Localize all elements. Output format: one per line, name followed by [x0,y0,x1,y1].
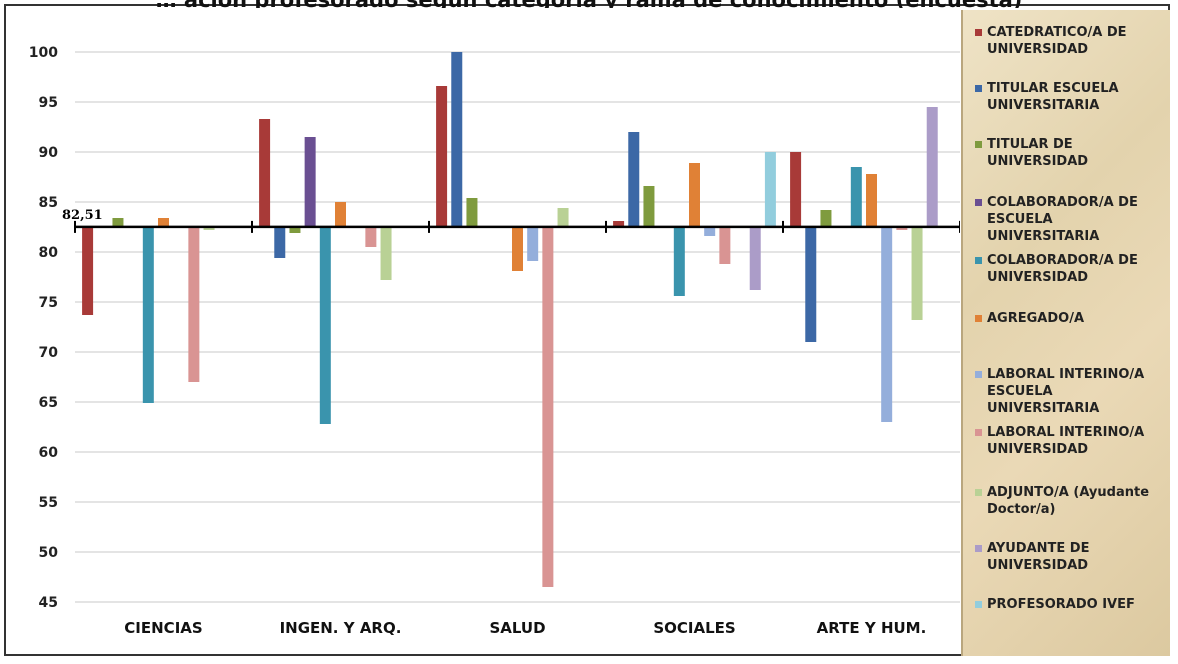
bar [259,119,271,227]
bar [557,208,569,227]
bar [82,226,94,315]
y-tick-label: 90 [39,145,59,161]
y-tick-label: 70 [39,345,59,361]
legend-label: TITULAR DE UNIVERSIDAD [987,137,1089,169]
x-category-label: CIENCIAS [124,619,202,637]
bar [673,226,685,296]
bar [704,226,716,236]
legend-swatch [975,489,982,496]
bar [689,163,700,227]
legend-label: AGREGADO/A [987,311,1085,326]
bar [613,221,625,227]
bar [380,226,392,280]
legend-swatch [975,29,982,36]
y-tick-label: 95 [39,95,58,111]
bar [911,226,923,320]
bar [451,52,463,227]
legend-swatch [975,315,982,322]
bar [805,226,817,342]
y-tick-label: 60 [39,445,59,461]
y-tick-label: 65 [39,395,58,411]
bar [365,226,377,247]
bar [764,152,776,227]
legend: CATEDRATICO/A DE UNIVERSIDAD TITULAR ESCU… [961,10,1170,656]
legend-label: AYUDANTE DE UNIVERSIDAD [987,541,1090,573]
bars [82,52,938,587]
bar [142,226,154,403]
bar [436,86,448,227]
legend-label: COLABORADOR/A DE ESCUELA UNIVERSITARIA [987,195,1138,244]
bar [881,226,893,422]
chart-title: … ación profesorado según categoría y ra… [0,0,1178,8]
bar [512,226,523,271]
y-axis-ticks: 45 50 55 60 65 70 75 80 85 90 95 100 [29,45,58,611]
legend-label: CATEDRATICO/A DE UNIVERSIDAD [987,25,1127,57]
legend-swatch [975,429,982,436]
bar [188,226,200,382]
bar [820,210,832,227]
x-category-label: SALUD [489,619,545,637]
bar [749,226,761,290]
y-tick-label: 75 [39,295,58,311]
y-tick-label: 85 [39,195,58,211]
bar [719,226,731,264]
bar [289,226,301,233]
legend-swatch [975,545,982,552]
bar [850,167,862,227]
gridlines [75,51,960,603]
y-tick-label: 100 [29,45,58,61]
x-category-label: ARTE Y HUM. [817,619,927,637]
legend-swatch [975,257,982,264]
bar [926,107,938,227]
x-category-label: INGEN. Y ARQ. [280,619,402,637]
legend-swatch [975,85,982,92]
y-tick-label: 45 [39,595,58,611]
bar [466,198,478,227]
legend-label: LABORAL INTERINO/A UNIVERSIDAD [987,425,1145,457]
bar [790,152,802,227]
legend-label: TITULAR ESCUELA UNIVERSITARIA [987,81,1119,113]
legend-label: ADJUNTO/A (Ayudante Doctor/a) [987,485,1150,517]
bar [643,186,655,227]
bar [158,218,169,227]
bar [319,226,331,424]
bar [527,226,539,261]
legend-swatch [975,601,982,608]
legend-swatch [975,141,982,148]
legend-label: LABORAL INTERINO/A ESCUELA UNIVERSITARIA [987,367,1145,416]
bar [896,226,908,230]
y-tick-label: 50 [39,545,59,561]
y-tick-label: 80 [39,245,59,261]
x-category-label: SOCIALES [653,619,735,637]
bar [304,137,316,227]
baseline-axis: 82,51 [62,208,960,233]
baseline-value-label: 82,51 [62,208,103,223]
bar [112,218,124,227]
legend-label: PROFESORADO IVEF [987,597,1135,612]
bar [203,226,215,230]
y-tick-label: 55 [39,495,58,511]
bar-chart: 45 50 55 60 65 70 75 80 85 90 95 100 82,51 CIENCIAS… [29,45,960,637]
x-axis-categories: CIENCIAS INGEN. Y ARQ. SALUD SOCIALES ARTE Y… [124,619,926,637]
bar [335,202,346,227]
bar [628,132,640,227]
bar [274,226,286,258]
bar [866,174,877,227]
legend-swatch [975,371,982,378]
legend-swatch [975,199,982,206]
bar [542,226,554,587]
legend-label: COLABORADOR/A DE UNIVERSIDAD [987,253,1138,285]
